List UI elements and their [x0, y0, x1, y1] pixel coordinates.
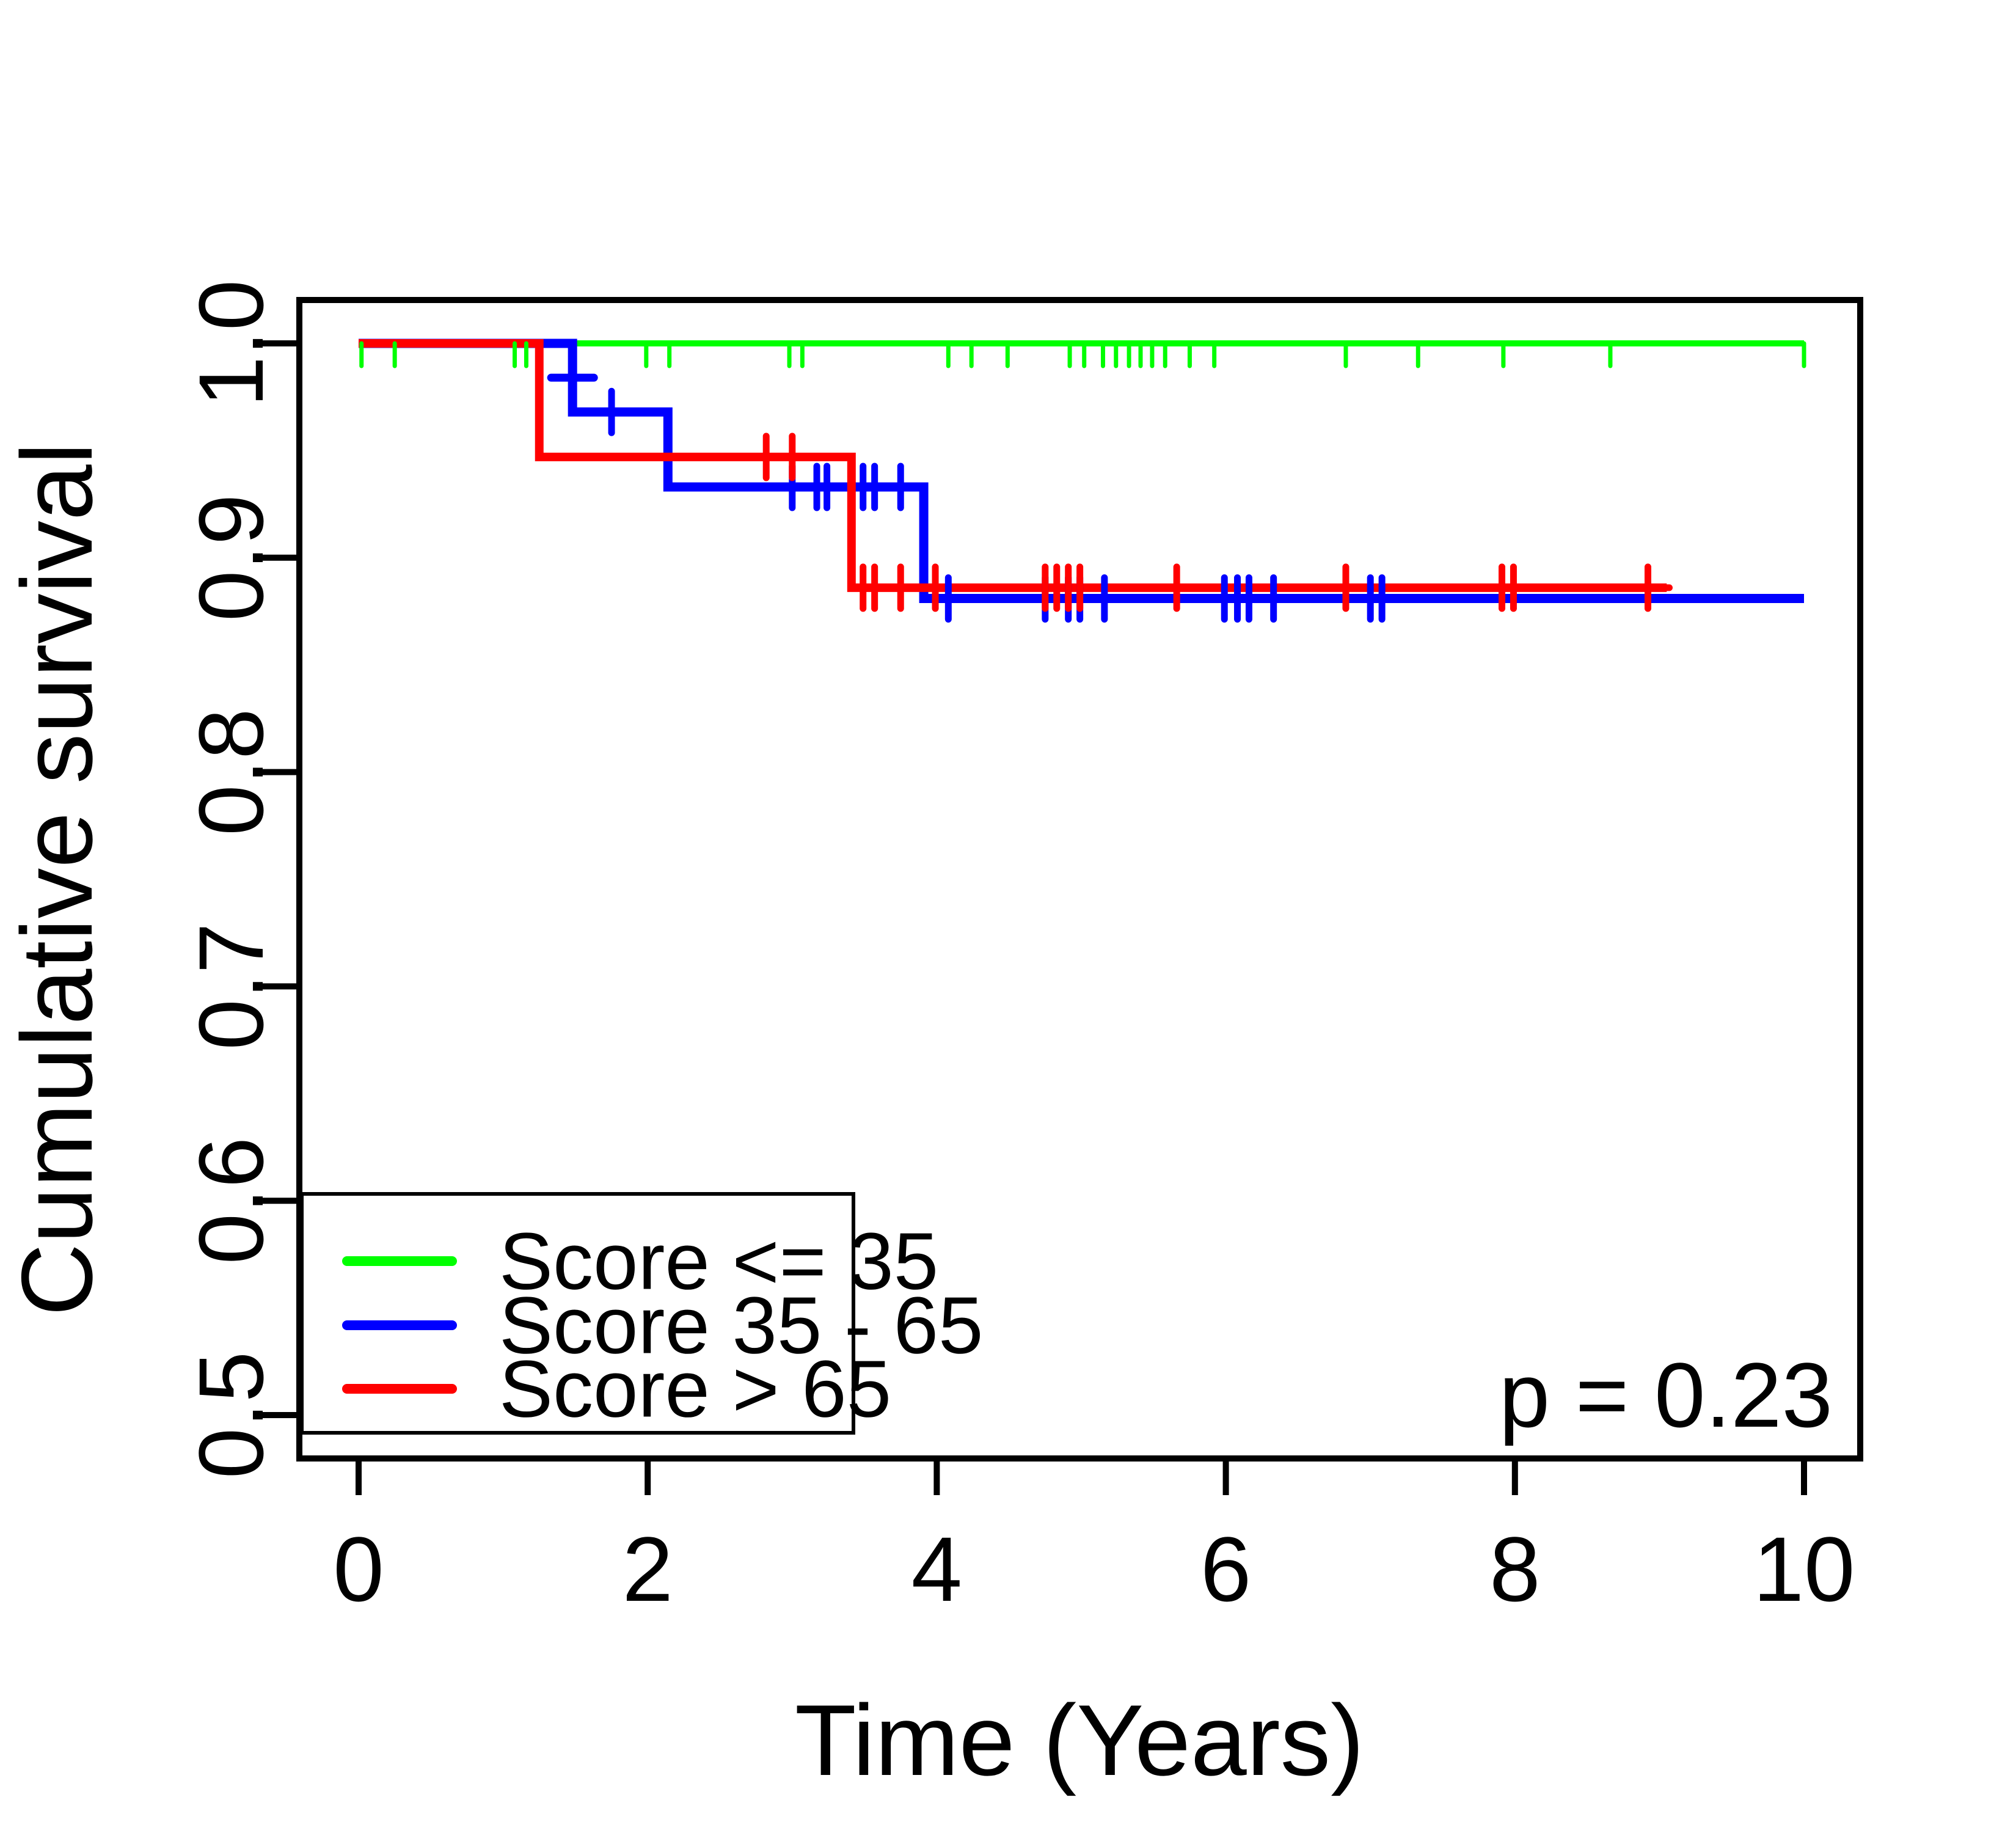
y-axis-title: Cumulative survival [1, 442, 113, 1316]
x-axis-tick-label: 0 [333, 1518, 384, 1620]
legend-item-label: Score > 65 [499, 1344, 891, 1434]
survival-curves [359, 338, 1804, 603]
y-axis-tick-label: 0.6 [180, 1137, 282, 1265]
legend-item-label: Score <= 35 [499, 1217, 938, 1306]
y-axis-tick-label: 0.7 [180, 923, 282, 1050]
axis-ticks [263, 340, 1807, 1495]
p-value-annotation: p = 0.23 [1499, 1344, 1833, 1446]
x-axis-title: Time (Years) [795, 1684, 1364, 1796]
legend-item-label: Score 35 - 65 [499, 1281, 983, 1370]
survival-curve-score-65 [359, 339, 1667, 592]
y-axis-tick-label: 0.8 [180, 708, 282, 836]
censor-marks [359, 341, 1806, 623]
x-axis-tick-label: 4 [911, 1518, 962, 1620]
y-axis-tick-label: 0.5 [180, 1352, 282, 1479]
y-axis-tick-label: 0.9 [180, 494, 282, 622]
x-axis-tick-label: 8 [1489, 1518, 1540, 1620]
plot-border-box [296, 297, 1863, 1462]
y-axis-tick-label: 1.0 [180, 280, 282, 408]
x-axis-tick-label: 6 [1200, 1518, 1251, 1620]
x-axis-tick-label: 10 [1753, 1518, 1855, 1620]
survival-curve-score-35-65 [359, 338, 1804, 603]
axis-tick-labels: 0 2 4 6 8 10 1.0 0.9 0.8 0.7 0.6 0.5 [180, 280, 1855, 1620]
x-axis-tick-label: 2 [622, 1518, 673, 1620]
